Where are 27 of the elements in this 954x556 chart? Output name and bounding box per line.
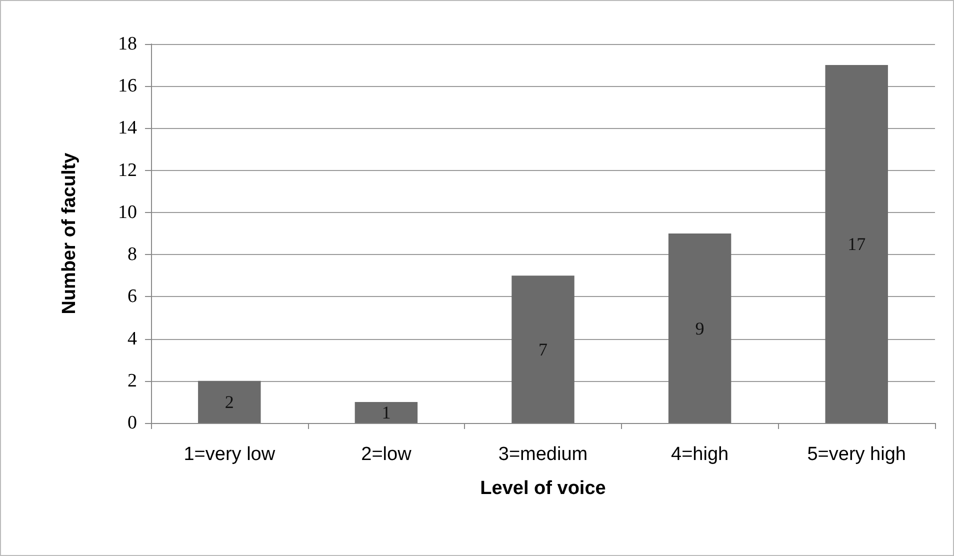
y-tick-label: 8 (128, 244, 137, 266)
bar (668, 234, 732, 423)
x-axis-title: Level of voice (480, 478, 606, 499)
bar (825, 65, 888, 423)
y-tick-label: 14 (118, 118, 138, 139)
data-label: 1 (382, 402, 391, 422)
x-tick-label: 5=very high (807, 444, 906, 465)
data-label: 9 (695, 318, 704, 338)
y-tick-label: 16 (118, 76, 137, 97)
y-tick-label: 6 (128, 286, 137, 308)
y-tick-label: 4 (128, 328, 138, 350)
data-label: 17 (848, 234, 866, 254)
y-tick-label: 2 (128, 370, 137, 392)
x-tick-label: 4=high (671, 444, 729, 465)
x-tick-label: 2=low (361, 444, 412, 465)
x-tick-label: 1=very low (184, 444, 276, 465)
x-tick-label: 3=medium (498, 444, 588, 465)
bar (198, 380, 261, 423)
data-label: 2 (224, 392, 234, 412)
y-tick-label: 0 (128, 412, 137, 434)
bar (354, 402, 418, 423)
y-tick-label: 18 (118, 34, 137, 54)
y-axis-title: Number of faculty (59, 152, 80, 314)
bar (512, 276, 574, 423)
y-tick-label: 10 (118, 202, 137, 223)
data-label: 7 (538, 339, 548, 360)
y-tick-label: 12 (118, 160, 137, 181)
